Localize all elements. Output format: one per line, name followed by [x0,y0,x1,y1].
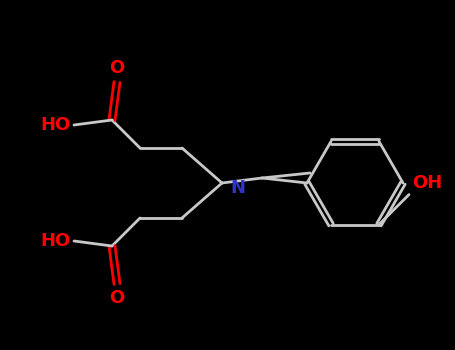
Text: OH: OH [412,174,442,191]
Text: O: O [109,289,125,307]
Text: N: N [230,179,245,197]
Text: O: O [109,59,125,77]
Text: HO: HO [41,116,71,134]
Text: HO: HO [41,232,71,250]
